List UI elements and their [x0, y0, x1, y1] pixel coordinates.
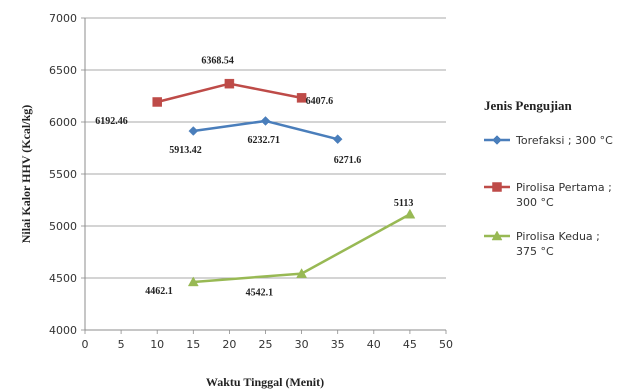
legend-label: 300 °C	[516, 196, 554, 209]
x-tick-label: 30	[295, 338, 309, 351]
series	[152, 78, 416, 287]
data-point-diamond	[332, 134, 343, 145]
legend-label: 375 °C	[516, 245, 554, 258]
data-point-square	[152, 97, 162, 107]
data-point-square	[224, 78, 235, 89]
legend-label: Pirolisa Pertama ;	[516, 181, 612, 194]
y-tick-label: 6000	[49, 116, 77, 129]
data-label: 6192.46	[95, 116, 128, 127]
data-point-triangle	[296, 268, 308, 278]
data-label: 5113	[394, 198, 413, 209]
legend: Jenis Pengujian Torefaksi ; 300 °C Piroli…	[484, 98, 613, 258]
axes: 4000 4500 5000 5500 6000 6500 7000 0 5 10 15 20 25 30…	[49, 12, 453, 351]
data-point-triangle	[491, 230, 503, 241]
x-tick-label: 5	[118, 338, 125, 351]
y-axis-title: Nilai Kalor HHV (Kcal/kg)	[19, 105, 33, 244]
legend-label: Pirolisa Kedua ;	[516, 230, 600, 243]
data-point-triangle	[187, 276, 199, 287]
data-label: 6232.71	[248, 135, 281, 146]
data-label: 4462.1	[145, 286, 173, 297]
x-tick-label: 10	[150, 338, 164, 351]
y-tick-label: 4500	[49, 272, 77, 285]
legend-title: Jenis Pengujian	[484, 98, 573, 113]
data-point-diamond	[492, 135, 502, 145]
y-tick-label: 6500	[49, 64, 77, 77]
data-point-triangle	[404, 208, 416, 219]
y-tick-label: 5000	[49, 220, 77, 233]
y-tick-label: 5500	[49, 168, 77, 181]
data-point-square	[296, 93, 307, 103]
data-label: 6368.54	[201, 56, 234, 67]
data-point-diamond	[260, 116, 271, 126]
x-tick-label: 50	[439, 338, 453, 351]
x-tick-label: 35	[331, 338, 345, 351]
data-point-square	[492, 182, 502, 192]
data-label: 5913.42	[169, 145, 202, 156]
data-point-diamond	[188, 126, 199, 136]
x-tick-label: 15	[186, 338, 200, 351]
x-tick-label: 45	[403, 338, 417, 351]
x-tick-label: 0	[82, 338, 89, 351]
legend-label: Torefaksi ; 300 °C	[515, 134, 613, 147]
y-tick-label: 7000	[49, 12, 77, 25]
x-tick-label: 25	[259, 338, 273, 351]
data-label: 4542.1	[246, 288, 274, 299]
x-axis-title: Waktu Tinggal (Menit)	[206, 375, 324, 389]
x-tick-label: 20	[222, 338, 236, 351]
x-tick-label: 40	[367, 338, 381, 351]
data-label: 6271.6	[334, 155, 362, 166]
data-label: 6407.6	[306, 96, 334, 107]
y-tick-label: 4000	[49, 324, 77, 337]
data-labels: 5913.42 6232.71 6271.6 6192.46 6368.54 6407.6…	[95, 56, 413, 299]
